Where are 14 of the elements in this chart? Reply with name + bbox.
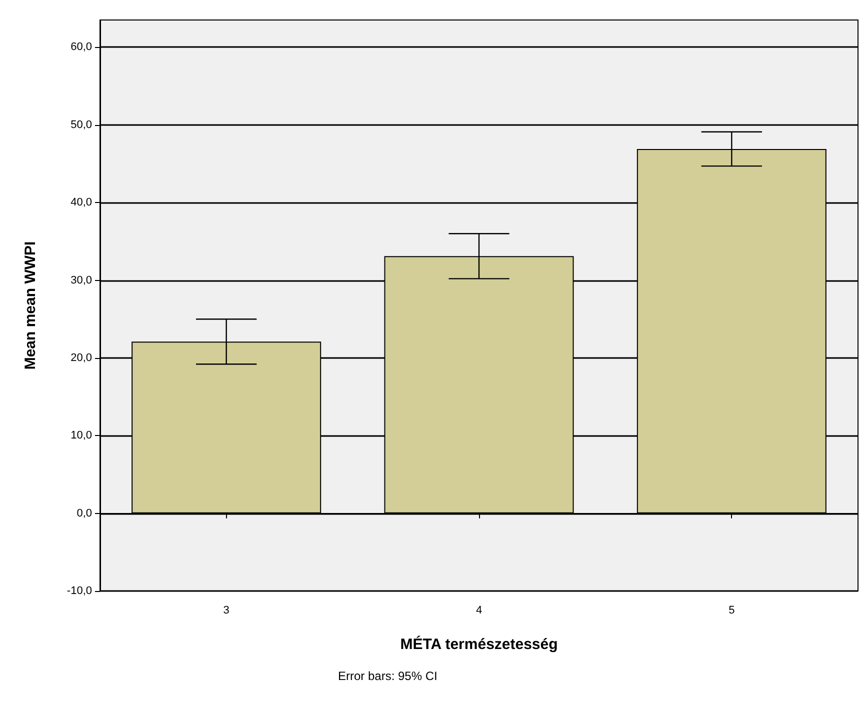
y-axis-title: Mean mean WWPI <box>22 241 39 370</box>
y-tick-label: -10,0 <box>66 585 92 597</box>
y-tick-label: 50,0 <box>70 118 92 131</box>
y-tick-label: 60,0 <box>70 41 92 54</box>
y-tick-label: 0,0 <box>76 507 92 520</box>
y-tick-label: 10,0 <box>70 430 92 442</box>
x-tick-label: 5 <box>728 604 735 616</box>
y-tick-label: 30,0 <box>70 274 92 286</box>
x-axis-title: MÉTA természetesség <box>400 635 558 653</box>
text: Error bars: 95% CI <box>338 669 438 683</box>
x-tick-label: 3 <box>223 604 230 616</box>
y-tick-label: 20,0 <box>70 352 92 364</box>
x-tick-label: 4 <box>476 604 482 616</box>
y-tick-label: 40,0 <box>70 196 92 209</box>
